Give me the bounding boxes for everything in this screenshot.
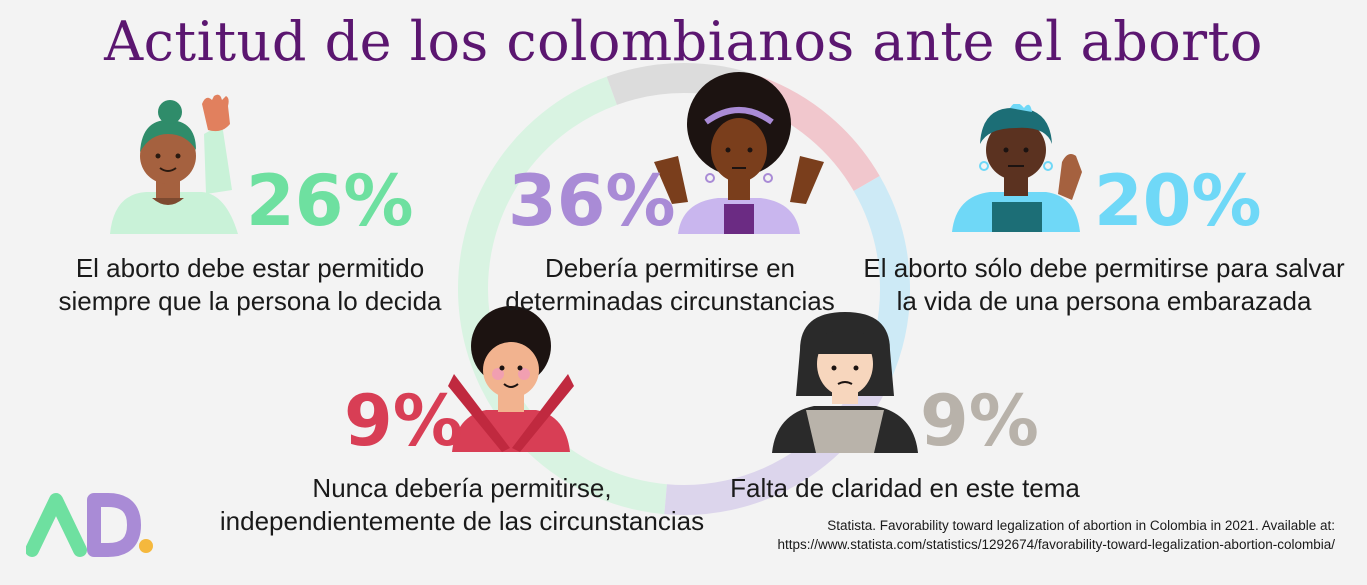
source-line: https://www.statista.com/statistics/1292… <box>777 537 1335 552</box>
source-line: Statista. Favorability toward legalizati… <box>827 518 1335 533</box>
source-citation: Statista. Favorability toward legalizati… <box>777 516 1335 554</box>
category-label-line: El aborto sólo debe permitirse para salv… <box>863 253 1345 283</box>
ad-logo <box>26 493 153 557</box>
category-label-salvar-vida: El aborto sólo debe permitirse para salv… <box>846 252 1362 318</box>
category-label-line: determinadas circunstancias <box>505 286 835 316</box>
figure-confused-person <box>772 312 918 453</box>
category-label-falta-claridad: Falta de claridad en este tema <box>700 472 1110 505</box>
category-label-nunca: Nunca debería permitirse, independientem… <box>196 472 728 538</box>
value-label-determinadas-circunstancias: 36% <box>508 160 676 242</box>
figure-waving-person <box>110 94 238 234</box>
ring-segment <box>458 76 667 515</box>
figure-shrugging-person <box>654 72 824 234</box>
category-label-line: siempre que la persona lo decida <box>58 286 442 316</box>
category-label-line: Falta de claridad en este tema <box>730 473 1080 503</box>
value-label-nunca: 9% <box>344 380 463 462</box>
figure-crossed-arms-person <box>448 306 574 452</box>
value-label-permitido-siempre: 26% <box>246 160 414 242</box>
page-title: Actitud de los colombianos ante el abort… <box>104 10 1263 73</box>
category-label-line: independientemente de las circunstancias <box>219 506 705 536</box>
category-label-line: la vida de una persona embarazada <box>896 286 1312 316</box>
category-label-line: Debería permitirse en <box>545 253 795 283</box>
category-label-permitido-siempre: El aborto debe estar permitido siempre q… <box>40 252 460 318</box>
category-label-line: El aborto debe estar permitido <box>75 253 425 283</box>
figure-doubtful-person <box>952 104 1082 232</box>
category-label-line: Nunca debería permitirse, <box>312 473 612 503</box>
value-label-falta-claridad: 9% <box>920 380 1039 462</box>
category-label-determinadas-circunstancias: Debería permitirse en determinadas circu… <box>470 252 870 318</box>
value-label-salvar-vida: 20% <box>1094 160 1262 242</box>
